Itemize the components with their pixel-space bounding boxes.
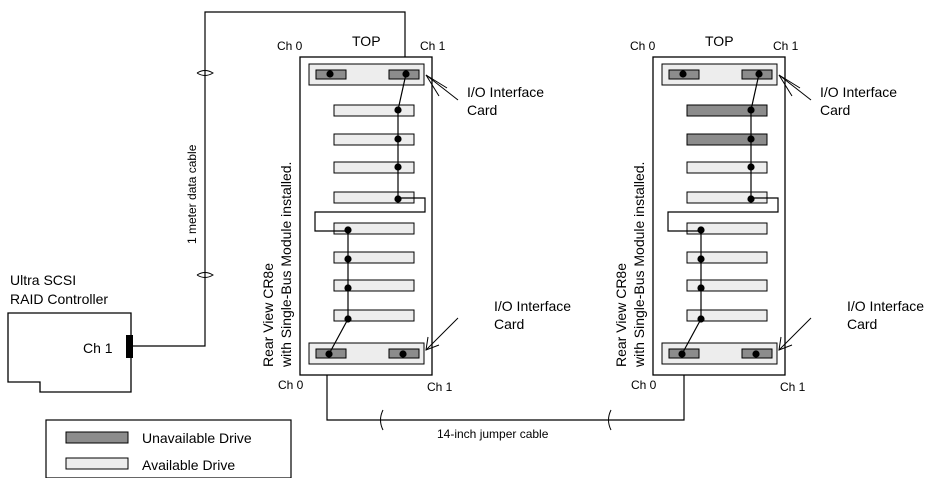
drive-slot — [333, 161, 415, 174]
drive-slot — [333, 309, 415, 322]
bottom-left-channel-label: Ch 0 — [631, 378, 657, 392]
bus-connection-dot — [697, 255, 705, 263]
drive-slot — [686, 251, 768, 264]
io-card-bottom-label-line2: Card — [494, 316, 524, 332]
drive-slot — [686, 309, 768, 322]
controller-title-line1: Ultra SCSI — [10, 272, 76, 288]
side-label-line2: with Single-Bus Module installed. — [278, 162, 294, 368]
io-card-top-label-line1: I/O Interface — [467, 84, 544, 100]
bus-connection-dot — [394, 195, 402, 203]
bus-connection-dot — [344, 226, 352, 234]
io-card-top-leader — [425, 74, 459, 101]
bus-connection-dot — [697, 284, 705, 292]
legend-available-label: Available Drive — [142, 457, 235, 473]
top-left-channel-label: Ch 0 — [630, 39, 656, 53]
top-right-channel-label: Ch 1 — [773, 39, 799, 53]
data-cable: 1 meter data cable — [133, 11, 406, 347]
bus-connection-dot — [394, 106, 402, 114]
top-right-channel-label: Ch 1 — [420, 39, 446, 53]
top-left-channel-label: Ch 0 — [277, 39, 303, 53]
bus-connection-dot — [344, 315, 352, 323]
bus-connection-dot — [747, 106, 755, 114]
enclosures: TOP Ch 0 Ch 1 Ch 0 Ch 1 I/O Interface Card I/O … — [260, 33, 924, 394]
drive-slot — [333, 133, 415, 146]
bus-connection-dot — [402, 70, 410, 78]
bottom-left-channel-label: Ch 0 — [278, 378, 304, 392]
drive-slot — [333, 251, 415, 264]
raid-controller: Ultra SCSI RAID Controller Ch 1 — [7, 272, 133, 393]
legend-available-swatch — [65, 457, 129, 470]
bottom-right-channel-label: Ch 1 — [427, 380, 453, 394]
bus-connection-dot — [326, 70, 334, 78]
bus-connection-dot — [747, 135, 755, 143]
drive-slot — [686, 222, 768, 235]
bus-connection-dot — [679, 70, 687, 78]
bus-connection-dot — [747, 195, 755, 203]
controller-title-line2: RAID Controller — [10, 291, 108, 307]
controller-connector — [126, 335, 133, 358]
drive-slot — [333, 222, 415, 235]
drive-slot — [686, 279, 768, 292]
controller-outline — [7, 312, 132, 393]
drive-slot — [333, 279, 415, 292]
bus-connection-dot — [344, 255, 352, 263]
top-label: TOP — [352, 33, 381, 49]
bus-connection-dot — [344, 284, 352, 292]
side-label-line1: Rear View CR8e — [613, 263, 629, 367]
legend: Unavailable Drive Available Drive — [45, 419, 292, 478]
drive-slot — [686, 133, 768, 146]
scsi-bus-wire — [667, 73, 779, 355]
bus-connection-dot — [752, 350, 760, 358]
controller-channel-label: Ch 1 — [83, 340, 113, 356]
side-label-line2: with Single-Bus Module installed. — [631, 162, 647, 368]
bus-connection-dot — [755, 70, 763, 78]
bus-connection-dot — [747, 163, 755, 171]
io-card-bottom-leader — [425, 317, 459, 351]
scsi-bus-wire — [314, 73, 426, 355]
bottom-right-channel-label: Ch 1 — [780, 380, 806, 394]
jumper-cable: 14-inch jumper cable — [326, 355, 685, 441]
bus-connection-dot — [394, 135, 402, 143]
bus-connection-dot — [678, 350, 686, 358]
drive-slot — [686, 104, 768, 117]
bus-connection-dot — [399, 350, 407, 358]
drive-slot — [686, 161, 768, 174]
io-card-top-leader — [778, 74, 812, 101]
io-card-top-label-line1: I/O Interface — [820, 84, 897, 100]
bus-connection-dot — [697, 315, 705, 323]
io-card-bottom-label-line2: Card — [847, 316, 877, 332]
legend-unavailable-label: Unavailable Drive — [142, 430, 252, 446]
enclosure: TOP Ch 0 Ch 1 Ch 0 Ch 1 I/O Interface Card I/O … — [613, 33, 924, 394]
legend-unavailable-swatch — [65, 431, 129, 444]
io-card-bottom-leader — [778, 317, 812, 351]
jumper-cable-label: 14-inch jumper cable — [437, 427, 549, 441]
io-card-bottom-label-line1: I/O Interface — [494, 298, 571, 314]
data-cable-label: 1 meter data cable — [185, 144, 199, 244]
side-label-line1: Rear View CR8e — [260, 263, 276, 367]
top-label: TOP — [705, 33, 734, 49]
bus-connection-dot — [394, 163, 402, 171]
bus-connection-dot — [697, 226, 705, 234]
io-card-top-label-line2: Card — [467, 102, 497, 118]
io-card-top-label-line2: Card — [820, 102, 850, 118]
drive-slot — [333, 104, 415, 117]
enclosure: TOP Ch 0 Ch 1 Ch 0 Ch 1 I/O Interface Card I/O … — [260, 33, 571, 394]
bus-connection-dot — [325, 350, 333, 358]
io-card-bottom-label-line1: I/O Interface — [847, 298, 924, 314]
